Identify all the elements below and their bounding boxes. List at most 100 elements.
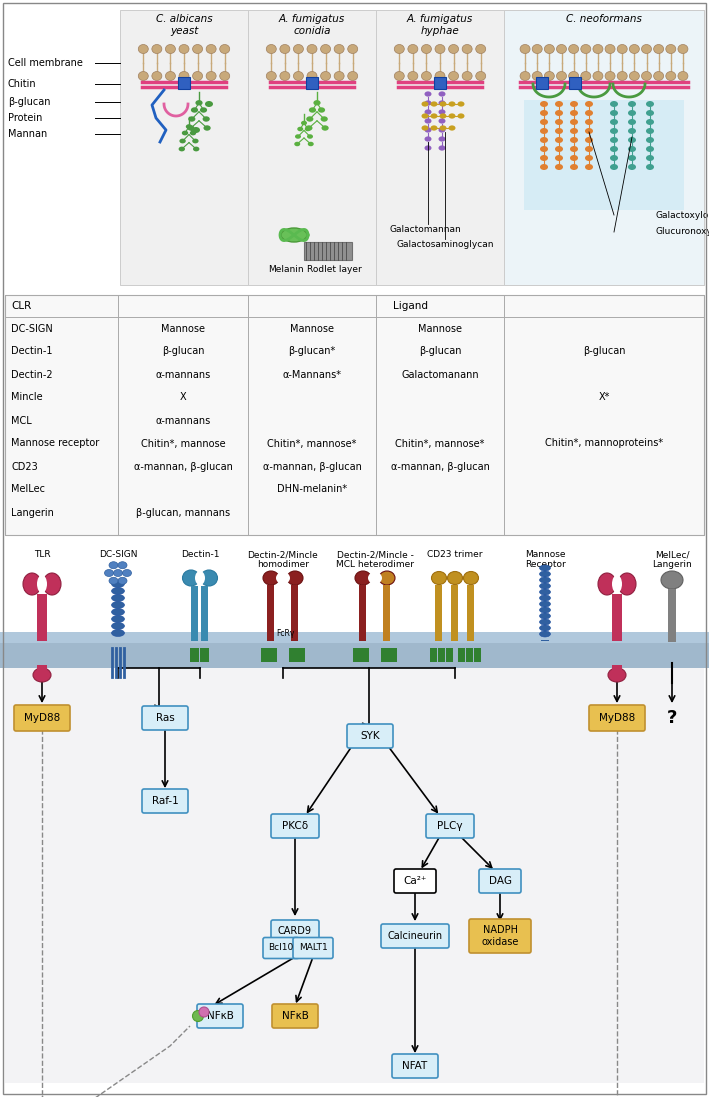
Ellipse shape xyxy=(425,146,432,150)
Ellipse shape xyxy=(318,108,325,113)
Bar xyxy=(267,585,274,641)
Text: SYK: SYK xyxy=(360,731,380,740)
Ellipse shape xyxy=(294,45,303,54)
Ellipse shape xyxy=(192,127,200,133)
Ellipse shape xyxy=(646,155,654,161)
Ellipse shape xyxy=(438,110,445,114)
Ellipse shape xyxy=(320,116,328,122)
Bar xyxy=(289,648,297,661)
Ellipse shape xyxy=(190,131,196,135)
Ellipse shape xyxy=(321,125,329,131)
Bar xyxy=(37,593,47,641)
Ellipse shape xyxy=(540,110,548,116)
Ellipse shape xyxy=(438,146,445,150)
Ellipse shape xyxy=(297,127,303,132)
Ellipse shape xyxy=(280,71,290,80)
Bar xyxy=(359,585,366,641)
Ellipse shape xyxy=(188,116,196,122)
Bar xyxy=(304,242,352,260)
Ellipse shape xyxy=(540,128,548,134)
Ellipse shape xyxy=(294,142,300,146)
Text: MelLec: MelLec xyxy=(11,485,45,495)
Ellipse shape xyxy=(438,136,445,142)
Bar xyxy=(200,648,209,661)
Ellipse shape xyxy=(425,91,432,97)
Ellipse shape xyxy=(598,573,616,595)
Text: NFκB: NFκB xyxy=(281,1011,308,1021)
Ellipse shape xyxy=(449,101,455,106)
Ellipse shape xyxy=(605,45,615,54)
Ellipse shape xyxy=(435,45,445,54)
Text: β-glucan: β-glucan xyxy=(419,347,462,357)
Bar xyxy=(5,295,704,535)
Ellipse shape xyxy=(540,595,550,601)
Text: Rodlet layer: Rodlet layer xyxy=(306,265,362,274)
Ellipse shape xyxy=(628,110,636,116)
Ellipse shape xyxy=(179,45,189,54)
Ellipse shape xyxy=(425,110,432,114)
Ellipse shape xyxy=(628,118,636,125)
Ellipse shape xyxy=(308,142,314,146)
Bar xyxy=(353,648,361,661)
Ellipse shape xyxy=(646,118,654,125)
Ellipse shape xyxy=(628,163,636,170)
Ellipse shape xyxy=(203,125,211,131)
Ellipse shape xyxy=(179,138,186,144)
Ellipse shape xyxy=(111,601,125,609)
Ellipse shape xyxy=(532,71,542,80)
Text: Ligand: Ligand xyxy=(393,301,428,312)
Ellipse shape xyxy=(294,71,303,80)
Ellipse shape xyxy=(347,71,358,80)
Ellipse shape xyxy=(570,146,578,152)
Ellipse shape xyxy=(540,118,548,125)
Ellipse shape xyxy=(610,137,618,143)
Ellipse shape xyxy=(306,125,313,131)
Text: Cell membrane: Cell membrane xyxy=(8,58,83,68)
Ellipse shape xyxy=(540,601,550,607)
Text: β-glucan, mannans: β-glucan, mannans xyxy=(136,508,230,518)
Bar xyxy=(361,648,369,661)
Ellipse shape xyxy=(206,71,216,80)
Text: Mannose receptor: Mannose receptor xyxy=(11,439,99,449)
Ellipse shape xyxy=(593,71,603,80)
Ellipse shape xyxy=(585,155,593,161)
Text: β-glucan: β-glucan xyxy=(8,97,50,108)
Ellipse shape xyxy=(646,163,654,170)
Text: Mannose: Mannose xyxy=(418,324,462,333)
Ellipse shape xyxy=(570,137,578,143)
Ellipse shape xyxy=(104,569,113,577)
Ellipse shape xyxy=(476,71,486,80)
Ellipse shape xyxy=(267,45,277,54)
Ellipse shape xyxy=(610,118,618,125)
Ellipse shape xyxy=(555,155,563,161)
Ellipse shape xyxy=(179,147,185,151)
Ellipse shape xyxy=(425,127,432,133)
Text: X: X xyxy=(179,393,186,403)
Ellipse shape xyxy=(263,572,279,585)
Text: MyD88: MyD88 xyxy=(24,713,60,723)
Bar xyxy=(435,585,442,641)
Ellipse shape xyxy=(585,101,593,108)
Ellipse shape xyxy=(432,572,447,585)
Ellipse shape xyxy=(111,615,125,622)
FancyBboxPatch shape xyxy=(142,706,188,730)
Ellipse shape xyxy=(430,125,437,131)
Bar xyxy=(446,648,453,661)
Text: Langerin: Langerin xyxy=(11,508,54,518)
Ellipse shape xyxy=(449,125,455,131)
Ellipse shape xyxy=(425,118,432,124)
Ellipse shape xyxy=(379,572,395,585)
Ellipse shape xyxy=(540,146,548,152)
Text: Chitin: Chitin xyxy=(8,79,37,89)
Bar xyxy=(269,648,277,661)
Ellipse shape xyxy=(462,71,472,80)
Ellipse shape xyxy=(678,71,688,80)
Ellipse shape xyxy=(192,138,199,144)
Ellipse shape xyxy=(111,580,125,588)
Text: β-glucan*: β-glucan* xyxy=(289,347,335,357)
Text: Dectin-2: Dectin-2 xyxy=(11,370,52,380)
Text: MelLec/
Langerin: MelLec/ Langerin xyxy=(652,550,692,569)
Bar xyxy=(466,648,473,661)
Text: X*: X* xyxy=(598,393,610,403)
Ellipse shape xyxy=(440,113,447,118)
